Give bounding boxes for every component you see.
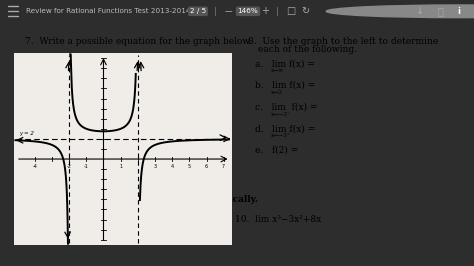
Text: 5: 5 (188, 164, 191, 169)
Text: ↻: ↻ (301, 6, 309, 16)
Text: 9.  lim: 9. lim (26, 215, 54, 224)
Circle shape (326, 5, 474, 18)
Text: Find each of the following limits algebraically.: Find each of the following limits algebr… (26, 195, 258, 204)
Text: x→−3⁻: x→−3⁻ (271, 111, 291, 117)
Text: 8.  Use the graph to the left to determine: 8. Use the graph to the left to determin… (248, 37, 438, 46)
Text: e.   f(2) =: e. f(2) = (255, 146, 298, 155)
Text: 6: 6 (205, 164, 208, 169)
Text: |: | (214, 7, 217, 16)
Text: 7: 7 (222, 164, 225, 169)
Text: 3: 3 (154, 164, 156, 169)
Text: c.   lim  f(x) =: c. lim f(x) = (255, 103, 317, 112)
Text: y = 2: y = 2 (19, 131, 34, 136)
Text: each of the following.: each of the following. (258, 45, 356, 54)
Text: Review for Rational Functions Test 2013-2014: Review for Rational Functions Test 2013-… (26, 8, 191, 14)
Text: i: i (457, 7, 461, 16)
Text: x→−3⁺: x→−3⁺ (271, 133, 291, 138)
Text: □: □ (286, 6, 296, 16)
Text: 7.  Write a possible equation for the graph below.: 7. Write a possible equation for the gra… (26, 37, 252, 46)
Text: 146%: 146% (237, 8, 258, 14)
Text: b.   lim f(x) =: b. lim f(x) = (255, 81, 315, 90)
Text: x³−2x²+5x−10: x³−2x²+5x−10 (58, 209, 118, 217)
Text: |: | (275, 7, 278, 16)
Text: —: — (224, 7, 232, 16)
Text: x→∞: x→∞ (271, 68, 283, 73)
Text: 2 / 5: 2 / 5 (190, 8, 206, 14)
Text: x−2: x−2 (71, 223, 87, 231)
Text: -1: -1 (84, 164, 89, 169)
Text: -2: -2 (67, 164, 72, 169)
Text: a.   lim f(x) =: a. lim f(x) = (255, 59, 315, 68)
Text: ⎙: ⎙ (437, 6, 443, 16)
Text: d.   lim f(x) =: d. lim f(x) = (255, 124, 315, 133)
Text: x→2: x→2 (271, 90, 283, 95)
Text: 1: 1 (119, 164, 122, 169)
Text: +: + (261, 6, 269, 16)
Text: 10.  lim x³−3x²+8x: 10. lim x³−3x²+8x (235, 215, 321, 224)
Text: -4: -4 (32, 164, 37, 169)
Text: 4: 4 (171, 164, 174, 169)
Text: ↓: ↓ (416, 6, 424, 16)
